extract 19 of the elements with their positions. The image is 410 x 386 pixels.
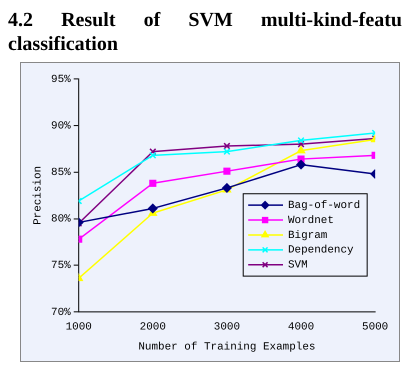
y-tick-label: 80% — [51, 214, 72, 226]
x-axis-title: Number of Training Examples — [138, 341, 316, 354]
y-tick-label: 90% — [51, 120, 72, 132]
legend-label: Bigram — [288, 230, 328, 242]
chart-title: 4.2 Result of SVM multi-kind-featu classification — [8, 8, 402, 56]
x-tick-label: 1000 — [66, 321, 92, 334]
legend-label: Bag-of-word — [288, 200, 360, 212]
y-tick-label: 75% — [51, 260, 72, 272]
x-tick-label: 4000 — [288, 321, 314, 334]
y-tick-label: 70% — [51, 306, 72, 319]
x-tick-label: 2000 — [140, 321, 166, 334]
x-tick-label: 5000 — [362, 321, 388, 334]
legend-label: Dependency — [288, 244, 354, 257]
y-tick-label: 85% — [51, 167, 72, 179]
y-tick-label: 95% — [51, 74, 72, 86]
legend-label: SVM — [288, 260, 308, 272]
legend-label: Wordnet — [288, 214, 334, 227]
y-axis-title: Precision — [32, 166, 44, 225]
x-tick-label: 3000 — [214, 321, 240, 334]
